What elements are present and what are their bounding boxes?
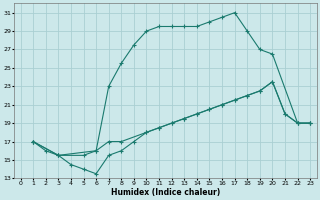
- X-axis label: Humidex (Indice chaleur): Humidex (Indice chaleur): [111, 188, 220, 197]
